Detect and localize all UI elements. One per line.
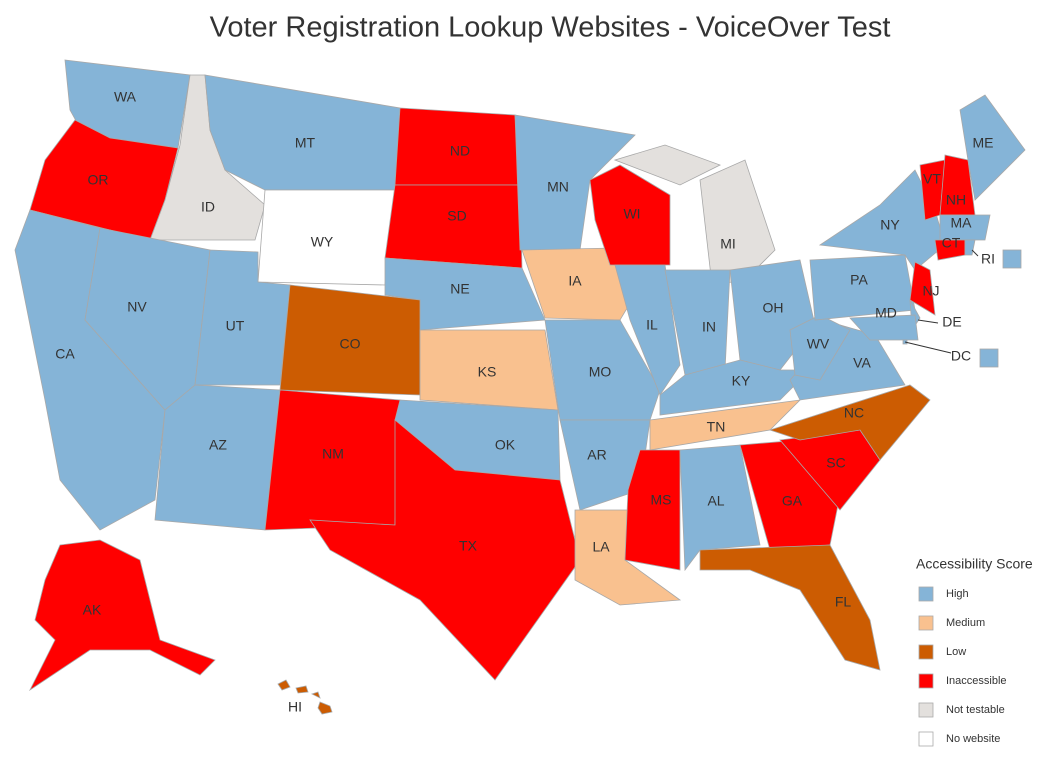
state-label: IN	[702, 319, 716, 335]
state-shape	[909, 261, 936, 316]
legend-label: Low	[946, 646, 966, 658]
legend-label: Inaccessible	[946, 675, 1007, 687]
state-label: MN	[547, 179, 569, 195]
state-label: FL	[835, 594, 852, 610]
legend-swatch	[918, 644, 934, 660]
state-label: IL	[646, 317, 658, 333]
state-shape	[964, 239, 976, 256]
legend-swatch	[918, 615, 934, 631]
state-label: OH	[763, 300, 784, 316]
state-label: AL	[707, 493, 724, 509]
state-shape	[154, 384, 281, 531]
state-shape	[959, 94, 1026, 201]
state-label: AK	[83, 602, 102, 618]
state-shape	[679, 444, 761, 572]
state-label: AZ	[209, 437, 227, 453]
state-label: MO	[589, 364, 612, 380]
state-label: VT	[923, 171, 941, 187]
state-label: MA	[951, 215, 973, 231]
legend-label: High	[946, 588, 969, 600]
state-shape	[939, 214, 991, 241]
state-swatch	[1002, 249, 1022, 269]
state-label: RI	[981, 251, 995, 267]
state-shape	[514, 114, 636, 251]
state-label: ME	[973, 135, 994, 151]
leader-line	[904, 341, 952, 354]
state-label: WY	[311, 234, 334, 250]
state-label: ID	[201, 199, 215, 215]
state-shape	[204, 74, 401, 191]
state-label: KY	[732, 373, 751, 389]
state-label: PA	[850, 272, 868, 288]
state-label: MT	[295, 135, 316, 151]
leader-line	[917, 319, 939, 324]
state-label: MI	[720, 236, 736, 252]
state-label: AR	[587, 447, 606, 463]
legend-swatch	[918, 586, 934, 602]
state-label: NY	[880, 217, 900, 233]
state-label: MS	[651, 492, 672, 508]
state-label: OR	[88, 172, 109, 188]
leader-line	[971, 249, 979, 257]
state-label: GA	[782, 493, 803, 509]
legend-title: Accessibility Score	[916, 556, 1033, 572]
legend: Accessibility Score High Medium Low Inacces…	[916, 556, 1033, 747]
state-label: NE	[450, 281, 469, 297]
state-shape	[384, 184, 523, 269]
state-label: NH	[946, 192, 966, 208]
legend-swatch	[918, 702, 934, 718]
state-label: DE	[942, 314, 961, 330]
state-label: CO	[340, 336, 361, 352]
state-shape	[589, 164, 671, 266]
state-label: NV	[127, 299, 147, 315]
state-shape	[768, 384, 931, 461]
state-label: VA	[853, 355, 871, 371]
state-label: NC	[844, 405, 864, 421]
states	[14, 59, 1026, 715]
state-shape	[544, 319, 661, 421]
state-label: NJ	[922, 283, 939, 299]
state-label: HI	[288, 699, 302, 715]
legend-label: No website	[946, 733, 1000, 745]
state-label: LA	[592, 539, 610, 555]
legend-label: Not testable	[946, 704, 1005, 716]
state-label: WA	[114, 89, 137, 105]
map-title: Voter Registration Lookup Websites - Voi…	[210, 12, 891, 44]
legend-swatch	[918, 731, 934, 747]
state-label: SD	[447, 208, 466, 224]
legend-swatch	[918, 673, 934, 689]
state-label: CA	[55, 346, 75, 362]
state-label: WV	[807, 336, 830, 352]
state-label: TX	[459, 538, 478, 554]
state-label: MD	[875, 305, 897, 321]
state-label: OK	[495, 437, 516, 453]
state-shape	[699, 544, 881, 671]
state-label: DC	[951, 348, 971, 364]
state-label: ND	[450, 143, 470, 159]
state-label: SC	[826, 455, 845, 471]
state-label: UT	[226, 318, 245, 334]
state-shape	[614, 264, 681, 396]
state-label: WI	[623, 206, 640, 222]
state-label: CT	[942, 235, 961, 251]
state-shape	[277, 679, 333, 715]
state-shape	[624, 449, 681, 571]
legend-label: Medium	[946, 617, 985, 629]
state-label: TN	[707, 419, 726, 435]
state-shape	[28, 539, 216, 692]
state-shape	[309, 419, 581, 681]
state-label: NM	[322, 446, 344, 462]
state-labels: WA OR ID MT WY ND SD NE CA NV UT AZ CO NM KS OK TX MN IA MO…	[55, 89, 995, 715]
state-shape	[849, 314, 919, 341]
state-swatch	[979, 348, 999, 368]
state-label: IA	[568, 273, 582, 289]
state-shape	[613, 144, 776, 286]
state-label: KS	[478, 364, 497, 380]
